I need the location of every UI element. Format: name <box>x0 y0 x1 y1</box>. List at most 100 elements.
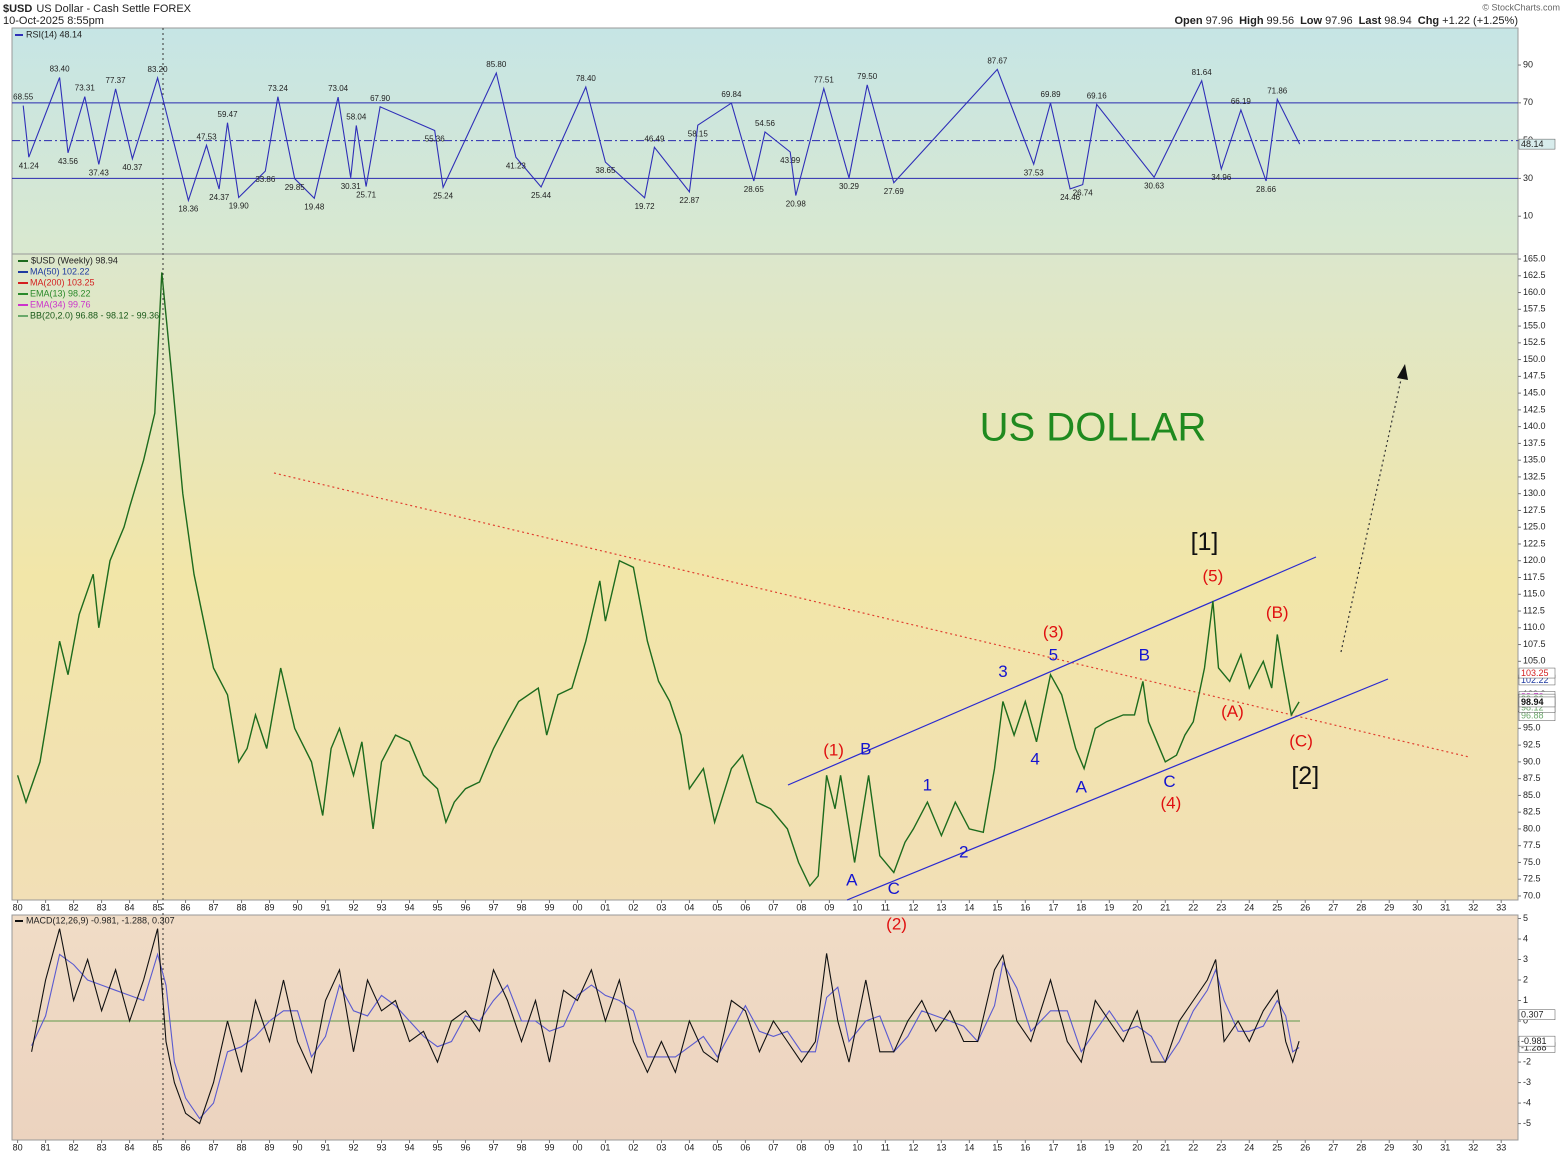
wave-label: 5 <box>1049 645 1058 664</box>
x-tick-label: 15 <box>992 902 1002 912</box>
wave-label: (5) <box>1202 566 1223 585</box>
x-tick-label: 85 <box>153 1142 163 1152</box>
y-tick-label: 90.0 <box>1523 756 1541 766</box>
x-tick-label: 82 <box>69 1142 79 1152</box>
x-tick-label: 09 <box>824 902 834 912</box>
y-tick-label: 95.0 <box>1523 723 1541 733</box>
x-tick-label: 94 <box>404 902 414 912</box>
x-tick-label: 96 <box>460 902 470 912</box>
wave-label: A <box>1076 778 1088 797</box>
rsi-label: 85.80 <box>486 60 507 69</box>
y-tick-label: 155.0 <box>1523 320 1546 330</box>
legend: BB(20,2.0) 96.88 - 98.12 - 99.36 <box>30 310 159 320</box>
x-tick-label: 00 <box>572 902 582 912</box>
rsi-label: 77.51 <box>814 76 835 85</box>
y-tick-label: 82.5 <box>1523 807 1541 817</box>
y-tick-label: 122.5 <box>1523 538 1546 548</box>
wave-label: (A) <box>1221 702 1244 721</box>
quote-value: 97.96 <box>1206 15 1234 27</box>
x-tick-label: 97 <box>488 902 498 912</box>
rsi-label: 87.67 <box>987 57 1008 66</box>
rsi-label: 19.48 <box>304 202 325 211</box>
x-tick-label: 22 <box>1188 1142 1198 1152</box>
x-tick-label: 91 <box>321 1142 331 1152</box>
legend: MACD(12,26,9) -0.981, -1.288, 0.307 <box>26 915 175 925</box>
quote-label: Last <box>1359 15 1382 27</box>
x-tick-label: 01 <box>600 902 610 912</box>
quote-value: 97.96 <box>1325 15 1353 27</box>
x-tick-label: 93 <box>376 1142 386 1152</box>
x-tick-label: 99 <box>544 902 554 912</box>
x-tick-label: 09 <box>824 1142 834 1152</box>
x-tick-label: 81 <box>41 1142 51 1152</box>
rsi-label: 30.31 <box>341 182 362 191</box>
rsi-label: 30.63 <box>1144 181 1165 190</box>
x-tick-label: 84 <box>125 902 135 912</box>
x-tick-label: 19 <box>1104 1142 1114 1152</box>
rsi-label: 25.44 <box>531 191 552 200</box>
x-tick-label: 12 <box>908 1142 918 1152</box>
x-tick-label: 82 <box>69 902 79 912</box>
y-tick-label: 110.0 <box>1523 622 1545 632</box>
x-tick-label: 86 <box>181 1142 191 1152</box>
x-tick-label: 92 <box>349 1142 359 1152</box>
series-line <box>16 272 1300 888</box>
x-tick-label: 80 <box>13 1142 23 1152</box>
x-tick-label: 10 <box>852 902 862 912</box>
x-tick-label: 17 <box>1048 902 1058 912</box>
y-tick-label: 162.5 <box>1523 270 1546 280</box>
legend: MA(200) 103.25 <box>30 277 95 287</box>
value-tag-label: 96.88 <box>1521 711 1544 721</box>
header-line: $USD US Dollar - Cash Settle FOREX <box>3 3 192 15</box>
value-tag-label: 98.94 <box>1521 697 1544 707</box>
quote-value: +1.22 (+1.25%) <box>1442 15 1518 27</box>
x-tick-label: 16 <box>1020 1142 1030 1152</box>
y-tick-label: 135.0 <box>1523 455 1546 465</box>
rsi-label: 43.99 <box>780 156 801 165</box>
wave-label: C <box>888 879 900 898</box>
x-tick-label: 04 <box>684 1142 694 1152</box>
rsi-label: 73.24 <box>268 84 289 93</box>
y-tick-label: 105.0 <box>1523 656 1546 666</box>
x-tick-label: 01 <box>600 1142 610 1152</box>
x-tick-label: 33 <box>1496 1142 1506 1152</box>
rsi-label: 24.46 <box>1060 193 1081 202</box>
y-tick-label: 90 <box>1523 59 1533 69</box>
rsi-label: 81.64 <box>1192 68 1213 77</box>
y-tick-label: 127.5 <box>1523 505 1546 515</box>
x-tick-label: 22 <box>1188 902 1198 912</box>
rsi-label: 68.55 <box>13 93 34 102</box>
wave-label: B <box>860 739 871 758</box>
rsi-label: 58.15 <box>688 129 709 138</box>
rsi-label: 47.53 <box>197 132 218 141</box>
wave-label: (3) <box>1043 623 1064 642</box>
x-tick-label: 12 <box>908 902 918 912</box>
x-tick-label: 07 <box>768 1142 778 1152</box>
x-tick-label: 18 <box>1076 902 1086 912</box>
series-line <box>31 952 1300 1120</box>
x-tick-label: 29 <box>1384 1142 1394 1152</box>
x-tick-label: 26 <box>1300 902 1310 912</box>
x-tick-label: 04 <box>684 902 694 912</box>
x-tick-label: 94 <box>404 1142 414 1152</box>
rsi-label: 46.49 <box>644 134 665 143</box>
rsi-label: 71.86 <box>1267 86 1288 95</box>
x-tick-label: 31 <box>1440 902 1450 912</box>
legend: EMA(13) 98.22 <box>30 288 91 298</box>
chart-title: US DOLLAR <box>980 406 1207 450</box>
y-tick-label: 115.0 <box>1523 589 1545 599</box>
y-tick-label: 72.5 <box>1523 874 1541 884</box>
x-tick-label: 17 <box>1048 1142 1058 1152</box>
rsi-label: 43.56 <box>58 157 79 166</box>
x-tick-label: 06 <box>740 902 750 912</box>
x-tick-label: 33 <box>1496 902 1506 912</box>
rsi-label: 25.24 <box>433 192 454 201</box>
rsi-label: 69.16 <box>1087 92 1108 101</box>
y-tick-label: 70 <box>1523 97 1533 107</box>
x-tick-label: 88 <box>237 1142 247 1152</box>
x-tick-label: 80 <box>13 902 23 912</box>
value-tag-label: -1.288 <box>1521 1042 1547 1052</box>
x-tick-label: 95 <box>432 902 442 912</box>
x-tick-label: 00 <box>572 1142 582 1152</box>
x-tick-label: 02 <box>628 1142 638 1152</box>
